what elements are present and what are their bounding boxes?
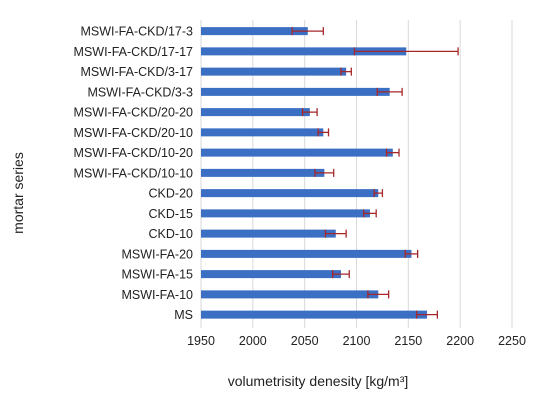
category-label: MS: [174, 308, 193, 322]
bar-mswi-fa-ckd-10-20: [201, 148, 393, 157]
bar-mswi-fa-ckd-3-17: [201, 67, 347, 76]
error-bar: [353, 47, 459, 56]
bar-ms: [201, 310, 427, 319]
error-bar: [291, 27, 324, 36]
bar-mswi-fa-ckd-20-10: [201, 128, 324, 137]
error-bar: [363, 209, 377, 218]
bar-mswi-fa-ckd-17-17: [201, 47, 407, 56]
category-labels: MSWI-FA-CKD/17-3 MSWI-FA-CKD/17-17 MSWI-FA…: [74, 25, 194, 323]
bar-mswi-fa-20: [201, 249, 412, 258]
category-label: MSWI-FA-CKD/17-3: [80, 25, 193, 39]
category-label: CKD-15: [149, 207, 194, 221]
error-bar: [314, 168, 335, 177]
error-bar: [376, 87, 403, 96]
x-tick-labels: 1950 2000 2050 2100 2150 2200 2250: [187, 334, 526, 348]
error-bar: [317, 128, 330, 137]
x-axis-title: volumetrisity denesity [kg/m³]: [228, 373, 409, 389]
error-bar: [404, 249, 419, 258]
error-bar: [340, 67, 352, 76]
category-label: MSWI-FA-CKD/20-10: [74, 126, 194, 140]
error-bar: [415, 310, 439, 319]
bar-mswi-fa-ckd-17-3: [201, 27, 308, 36]
bar-mswi-fa-ckd-3-3: [201, 87, 390, 96]
y-axis-title: mortar series: [10, 152, 26, 234]
category-label: CKD-10: [149, 227, 194, 241]
error-bar: [367, 290, 390, 299]
x-tick-label: 2100: [343, 334, 371, 348]
x-tick-label: 2200: [446, 334, 474, 348]
bar-mswi-fa-15: [201, 270, 341, 279]
category-label: MSWI-FA-15: [121, 268, 193, 282]
category-label: MSWI-FA-10: [121, 288, 193, 302]
x-tick-label: 1950: [187, 334, 215, 348]
error-bar: [373, 189, 384, 198]
error-bars: [291, 27, 459, 319]
category-label: MSWI-FA-CKD/20-20: [74, 106, 194, 120]
category-label: MSWI-FA-CKD/3-17: [80, 65, 193, 79]
bar-ckd-20: [201, 189, 379, 198]
bar-ckd-10: [201, 229, 336, 238]
bar-ckd-15: [201, 209, 370, 218]
bar-mswi-fa-ckd-10-10: [201, 168, 325, 177]
category-label: MSWI-FA-CKD/10-10: [74, 166, 194, 180]
x-tick-label: 2000: [239, 334, 267, 348]
bar-mswi-fa-10: [201, 290, 379, 299]
x-tick-label: 2250: [498, 334, 526, 348]
category-label: MSWI-FA-CKD/17-17: [74, 45, 194, 59]
error-bar: [332, 270, 350, 279]
category-label: MSWI-FA-20: [121, 247, 193, 261]
error-bar: [385, 148, 400, 157]
category-label: MSWI-FA-CKD/3-3: [87, 85, 193, 99]
x-tick-label: 2150: [394, 334, 422, 348]
error-bar: [301, 108, 318, 117]
bar-mswi-fa-ckd-20-20: [201, 108, 310, 117]
category-label: CKD-20: [149, 187, 194, 201]
x-tick-label: 2050: [291, 334, 319, 348]
category-label: MSWI-FA-CKD/10-20: [74, 146, 194, 160]
error-bar: [324, 229, 347, 238]
bars: [201, 27, 427, 319]
